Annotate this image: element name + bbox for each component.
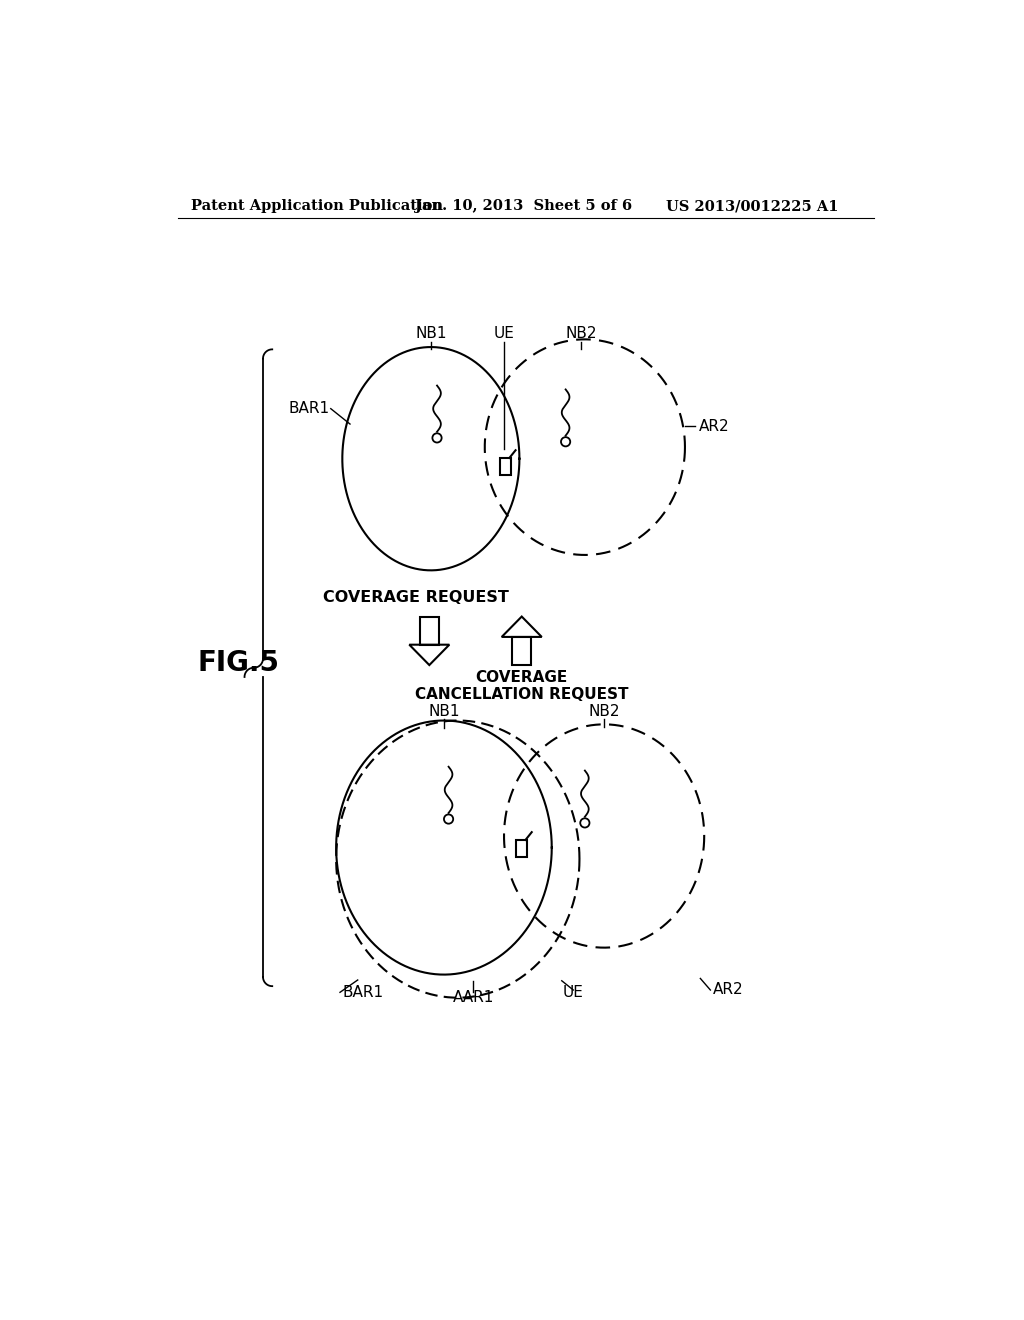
Bar	[420, 616, 438, 644]
Bar	[516, 840, 527, 857]
Text: Jan. 10, 2013  Sheet 5 of 6: Jan. 10, 2013 Sheet 5 of 6	[416, 199, 633, 213]
Text: COVERAGE REQUEST: COVERAGE REQUEST	[323, 590, 508, 605]
Text: AR2: AR2	[713, 982, 743, 998]
Text: UE: UE	[563, 985, 584, 999]
Bar	[500, 458, 511, 475]
Bar	[512, 638, 531, 665]
Text: NB2: NB2	[589, 704, 620, 719]
Text: NB1: NB1	[428, 704, 460, 719]
Text: NB1: NB1	[415, 326, 446, 342]
Text: BAR1: BAR1	[342, 985, 383, 999]
Text: UE: UE	[494, 326, 514, 342]
Text: Patent Application Publication: Patent Application Publication	[190, 199, 442, 213]
Text: AR2: AR2	[698, 418, 729, 434]
Text: US 2013/0012225 A1: US 2013/0012225 A1	[666, 199, 839, 213]
Text: NB2: NB2	[565, 326, 597, 342]
Text: FIG.5: FIG.5	[198, 648, 280, 677]
Text: COVERAGE
CANCELLATION REQUEST: COVERAGE CANCELLATION REQUEST	[415, 669, 629, 702]
Text: AAR1: AAR1	[453, 990, 494, 1006]
Text: BAR1: BAR1	[288, 401, 330, 416]
